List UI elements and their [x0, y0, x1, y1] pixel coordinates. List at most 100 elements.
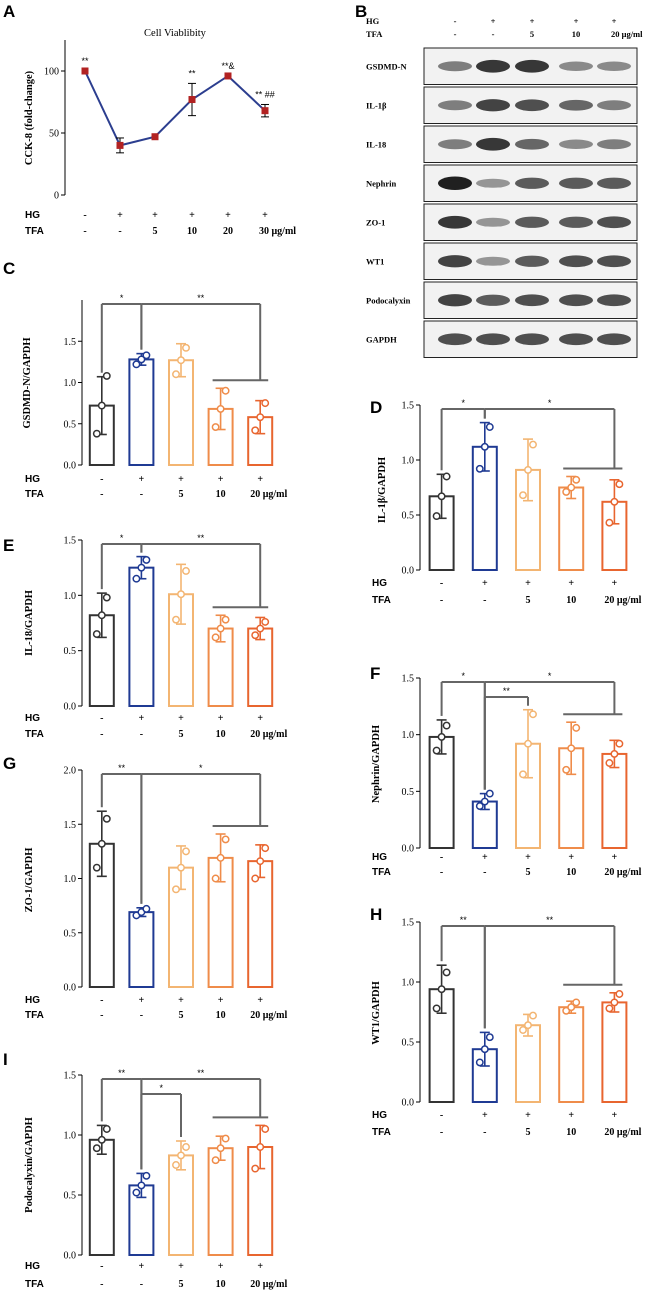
- significance-label: *: [548, 671, 552, 681]
- tfa-label: TFA: [372, 867, 391, 878]
- data-point: [567, 744, 576, 753]
- tfa-value: -: [100, 1279, 103, 1290]
- y-tick-label: 1.0: [64, 874, 77, 885]
- hg-label: HG: [366, 16, 380, 26]
- hg-value: -: [440, 852, 443, 863]
- blot-band: [476, 178, 510, 188]
- chart-title: Cell Viablibity: [144, 28, 207, 39]
- blot-band: [515, 216, 549, 228]
- data-point: [485, 1033, 494, 1042]
- blot-band: [438, 333, 472, 346]
- y-tick-label: 100: [44, 67, 59, 78]
- tfa-label: TFA: [366, 29, 383, 39]
- hg-value: +: [482, 852, 488, 863]
- blot-band: [438, 294, 472, 307]
- hg-value: +: [218, 1261, 224, 1272]
- data-point: [211, 1156, 220, 1165]
- data-point: [142, 351, 151, 360]
- data-point: [97, 611, 106, 620]
- data-point: [610, 998, 619, 1007]
- data-point: [221, 835, 230, 844]
- hg-value: +: [491, 16, 496, 26]
- significance-label: **: [197, 293, 205, 303]
- blot-band: [515, 59, 549, 73]
- tfa-value: -: [492, 29, 495, 39]
- tfa-value: -: [140, 1010, 143, 1021]
- blot-band: [438, 61, 472, 72]
- y-tick-label: 0.0: [402, 1098, 415, 1109]
- blot-band: [597, 61, 631, 71]
- significance-label: **: [197, 533, 205, 543]
- data-point: [251, 874, 260, 883]
- blot-band: [559, 99, 593, 111]
- data-point: [475, 1058, 484, 1067]
- data-point: [256, 1143, 265, 1151]
- y-axis-label: Nephrin/GAPDH: [371, 725, 382, 803]
- y-axis-label: WT1/GAPDH: [371, 981, 382, 1045]
- data-point: [116, 141, 124, 149]
- panel-b: BHG TFA - + + + + - - 5 10 20 μg/ml GSDMD-N IL-1β IL-1…: [355, 2, 643, 358]
- panel-letter: B: [355, 2, 367, 21]
- data-point: [432, 1004, 441, 1013]
- hg-value: -: [100, 995, 103, 1006]
- tfa-value: 10: [566, 1127, 576, 1138]
- tfa-value: 20 μg/ml: [250, 1010, 287, 1021]
- y-tick-label: 1.5: [64, 1071, 77, 1082]
- blot-band: [515, 99, 549, 112]
- y-tick-label: 0.0: [64, 1251, 77, 1262]
- y-axis-label: Podocalyxin/GAPDH: [24, 1117, 35, 1213]
- y-tick-label: 2.0: [64, 766, 77, 777]
- data-point: [610, 497, 619, 506]
- significance-label: **: [118, 1068, 126, 1078]
- series-line: [84, 70, 266, 147]
- data-point: [572, 475, 581, 484]
- data-point: [480, 442, 489, 451]
- tfa-value: -: [100, 489, 103, 500]
- bar: [128, 911, 155, 989]
- data-point: [102, 371, 111, 380]
- tfa-value: -: [140, 1279, 143, 1290]
- tfa-value: -: [440, 1127, 443, 1138]
- hg-value: +: [139, 1261, 145, 1272]
- data-point: [182, 343, 190, 352]
- data-point: [97, 839, 106, 848]
- tfa-value: 5: [179, 729, 184, 740]
- data-point: [224, 72, 232, 80]
- tfa-value: -: [140, 489, 143, 500]
- data-point: [251, 1164, 260, 1173]
- data-point: [261, 399, 270, 408]
- y-tick-label: 0.5: [402, 511, 415, 522]
- tfa-value: 20 μg/ml: [604, 1127, 641, 1138]
- tfa-value: 20 μg/ml: [604, 595, 641, 606]
- data-point: [251, 426, 260, 435]
- tfa-value: 10: [566, 867, 576, 878]
- blot-band: [515, 333, 549, 346]
- data-point: [221, 1134, 230, 1143]
- hg-label: HG: [372, 1110, 387, 1121]
- blot-row-label: ZO-1: [366, 217, 385, 227]
- y-tick-label: 0.0: [402, 844, 415, 855]
- data-point: [177, 863, 185, 872]
- tfa-label: TFA: [25, 1279, 44, 1290]
- data-point: [432, 512, 441, 521]
- data-point: [102, 593, 111, 602]
- y-axis-label: IL-18/GAPDH: [24, 590, 35, 656]
- tfa-label: TFA: [25, 489, 44, 500]
- hg-label: HG: [25, 210, 40, 221]
- tfa-value: 10: [216, 729, 226, 740]
- data-point: [142, 904, 151, 913]
- hg-value: +: [178, 995, 184, 1006]
- tfa-value: 20 μg/ml: [604, 867, 641, 878]
- y-tick-label: 1.5: [64, 820, 77, 831]
- y-tick-label: 0.5: [64, 419, 77, 430]
- tfa-value: 5: [179, 1010, 184, 1021]
- blot-band: [438, 255, 472, 268]
- tfa-value: 20 μg/ml: [611, 29, 643, 39]
- blot-band: [597, 333, 631, 346]
- hg-value: +: [218, 713, 224, 724]
- tfa-value: 5: [530, 29, 534, 39]
- bar: [601, 1001, 628, 1104]
